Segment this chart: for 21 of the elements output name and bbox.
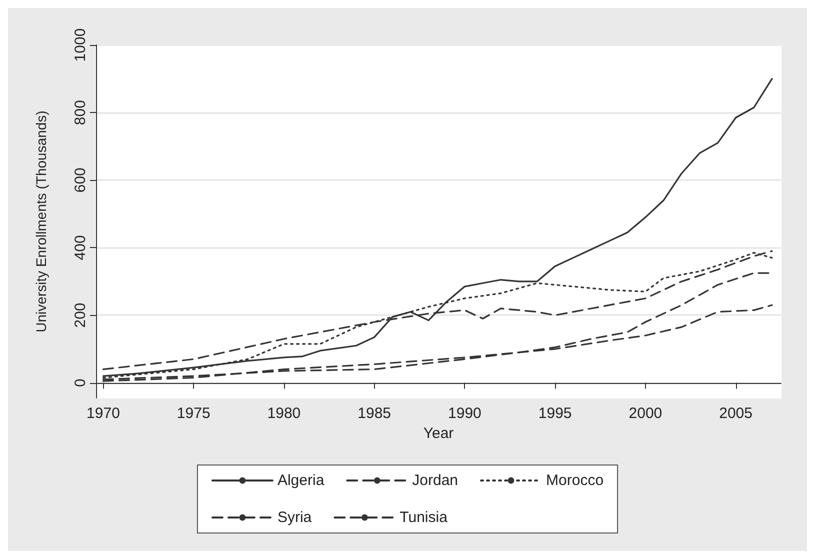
x-tick-label: 1975 xyxy=(176,405,210,422)
x-tick-label: 1980 xyxy=(267,405,301,422)
x-axis-title: Year xyxy=(423,424,454,442)
legend-label: Syria xyxy=(277,509,312,526)
legend-label: Jordan xyxy=(412,472,458,489)
legend-label: Tunisia xyxy=(400,509,448,526)
x-tick-label: 1985 xyxy=(358,405,392,422)
y-tick-label: 800 xyxy=(72,100,89,126)
y-tick-label: 400 xyxy=(72,235,89,260)
legend-label: Algeria xyxy=(277,472,325,489)
y-tick-label: 0 xyxy=(72,378,89,387)
y-tick-label: 1000 xyxy=(72,28,89,62)
x-tick-label: 1970 xyxy=(86,405,120,422)
x-tick-label: 1990 xyxy=(448,405,482,422)
y-tick-label: 600 xyxy=(72,168,89,193)
y-axis-title: University Enrollments (Thousands) xyxy=(33,110,49,332)
x-tick-label: 1995 xyxy=(538,405,572,422)
legend-label: Morocco xyxy=(546,472,604,489)
x-tick-label: 2000 xyxy=(628,405,662,422)
x-tick-label: 2005 xyxy=(719,405,753,422)
y-tick-label: 200 xyxy=(72,302,89,328)
